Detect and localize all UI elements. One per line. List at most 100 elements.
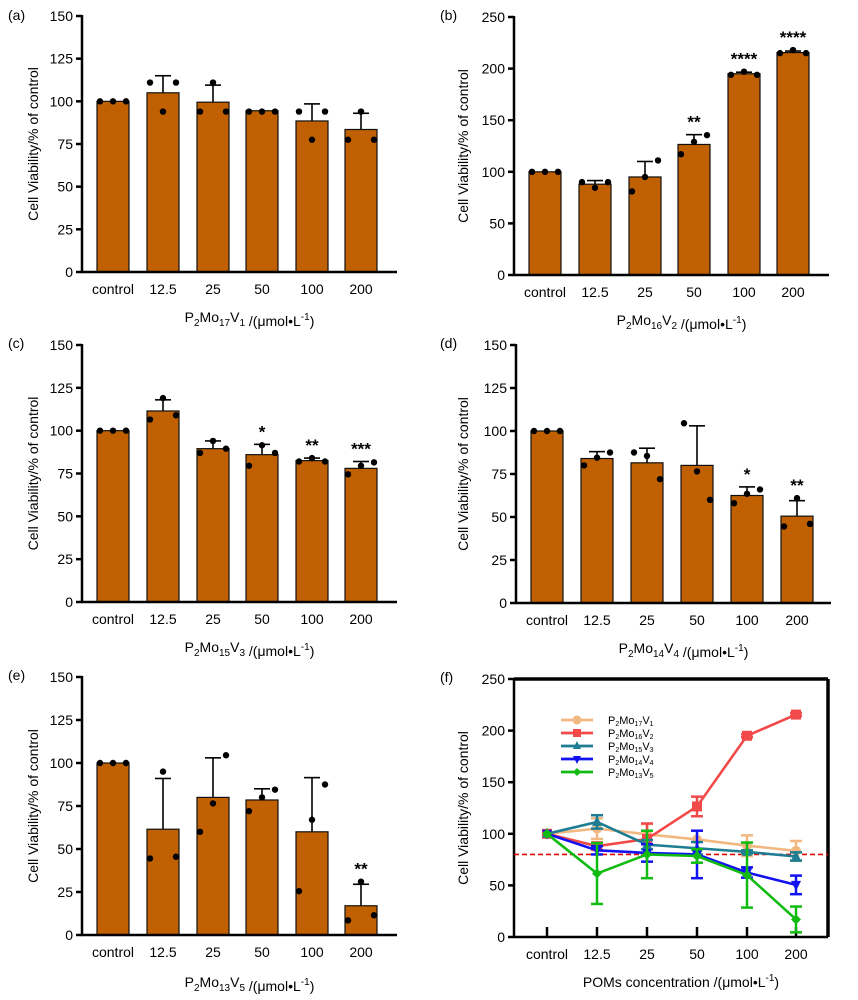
data-point — [109, 427, 117, 434]
data-point — [727, 71, 735, 78]
x-tick-label: 200 — [349, 944, 373, 960]
data-point — [146, 855, 154, 862]
bar — [295, 831, 329, 936]
legend-label: P2Mo16V2 — [608, 728, 654, 741]
data-point — [753, 71, 761, 78]
data-point — [122, 427, 130, 434]
data-point — [370, 136, 378, 143]
x-tick-label: 200 — [349, 611, 373, 627]
data-point — [209, 437, 217, 445]
significance-marker: ** — [687, 113, 701, 132]
data-point — [308, 816, 316, 823]
x-tick-label: 12.5 — [149, 611, 176, 627]
marker-diamond — [742, 870, 752, 881]
text-part: V — [642, 715, 650, 727]
text-part: 2 — [671, 321, 677, 332]
x-tick-label: 100 — [300, 281, 324, 297]
data-point — [793, 494, 801, 502]
legend-label: P2Mo15V3 — [608, 741, 654, 754]
marker-triangle-down — [573, 756, 581, 764]
y-tick-label: 25 — [57, 884, 73, 900]
y-axis-title: Cell Viability/% of control — [25, 397, 41, 551]
panel-label: (c) — [8, 335, 24, 351]
text-part: 2 — [194, 318, 200, 329]
y-tick-label: 25 — [491, 552, 507, 568]
x-tick-label: 25 — [639, 612, 655, 628]
y-axis-title: Cell Viability/% of control — [455, 69, 471, 223]
data-point — [245, 462, 253, 469]
text-part: V — [642, 754, 650, 766]
text-part: V — [662, 312, 672, 328]
text-part: V — [642, 767, 650, 779]
x-tick-label: 25 — [205, 611, 221, 627]
bar — [580, 457, 614, 604]
data-point — [172, 853, 180, 860]
bar — [146, 410, 180, 603]
y-tick-label: 125 — [484, 380, 508, 396]
y-tick-label: 75 — [57, 798, 73, 814]
marker-circle — [572, 715, 582, 725]
significance-marker: * — [259, 422, 266, 441]
data-point — [756, 486, 764, 493]
data-point — [196, 828, 204, 835]
data-point — [690, 138, 698, 146]
data-point — [556, 427, 564, 435]
text-part: 14 — [635, 760, 643, 767]
x-tick-label: 25 — [205, 944, 221, 960]
text-part: 2 — [615, 734, 619, 741]
marker-diamond — [592, 868, 602, 879]
chart-panel-b: (b) Cell Viability/% of control 0 50 100 150 2… — [440, 7, 829, 332]
data-point — [308, 454, 316, 462]
text-part: Mo — [619, 741, 634, 753]
marker-square — [742, 730, 752, 741]
bar — [245, 799, 279, 936]
marker-diamond — [791, 914, 801, 925]
legend-label: P2Mo14V4 — [608, 754, 654, 767]
x-tick-label: control — [92, 281, 134, 297]
data-point — [122, 759, 130, 767]
data-point — [580, 462, 588, 469]
data-point — [96, 427, 104, 434]
marker-diamond — [692, 850, 702, 861]
y-axis-title: Cell Viability/% of control — [25, 729, 41, 883]
data-point — [806, 520, 814, 528]
data-point — [776, 49, 784, 57]
data-point — [604, 178, 612, 186]
text-part: -1 — [766, 973, 775, 984]
x-tick-label: 50 — [254, 944, 270, 960]
panel-label: (f) — [440, 669, 453, 685]
x-tick-label: 50 — [689, 946, 705, 962]
y-tick-label: 50 — [57, 508, 73, 524]
x-tick-label: 50 — [254, 611, 270, 627]
y-tick-label: 50 — [57, 841, 73, 857]
text-part: 4 — [673, 649, 679, 660]
text-part: P — [185, 974, 194, 990]
bar — [730, 494, 764, 604]
bar — [344, 128, 378, 273]
data-point — [606, 449, 614, 456]
text-part: Mo — [619, 767, 634, 779]
data-point — [96, 759, 104, 767]
data-point — [159, 394, 167, 402]
text-part: Mo — [619, 715, 634, 727]
chart-panel-a: (a) Cell Viability/% of control 0 25 50 75 100… — [8, 7, 397, 329]
chart-panel-f: (f)Cell Viability/% of control0501001502… — [440, 669, 830, 990]
text-part: /(μmol•L — [677, 316, 733, 332]
data-point — [677, 151, 685, 158]
y-axis-title: Cell Viability/% of control — [455, 731, 471, 885]
text-part: 5 — [650, 773, 654, 780]
data-point — [591, 184, 599, 191]
data-point — [258, 442, 266, 449]
marker-triangle-up — [791, 850, 801, 861]
x-tick-label: control — [92, 611, 134, 627]
y-tick-label: 0 — [497, 267, 505, 283]
y-tick-label: 150 — [50, 337, 74, 353]
x-tick-label: control — [526, 946, 568, 962]
data-point — [344, 136, 352, 143]
text-part: P — [608, 754, 615, 766]
y-tick-label: 25 — [57, 551, 73, 567]
text-part: P — [617, 312, 626, 328]
bar — [727, 73, 761, 276]
x-tick-label: 200 — [784, 946, 808, 962]
